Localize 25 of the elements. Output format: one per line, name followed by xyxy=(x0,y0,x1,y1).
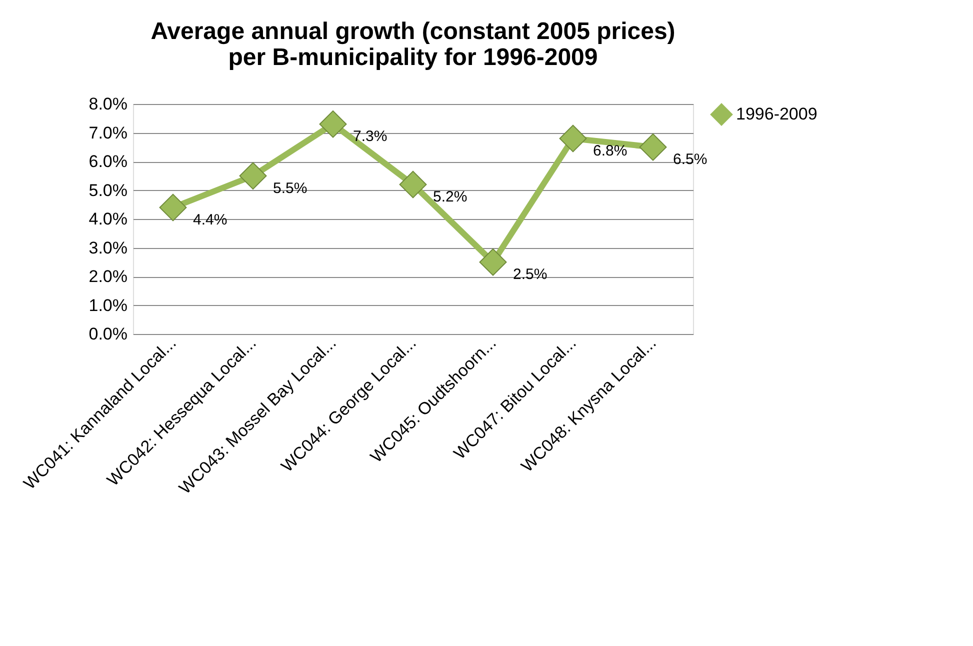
y-tick-label: 7.0% xyxy=(88,123,128,142)
data-label: 2.5% xyxy=(513,266,548,284)
point xyxy=(239,162,267,190)
data-label: 4.4% xyxy=(193,212,228,228)
data-label: 7.3% xyxy=(353,128,388,146)
y-tick-label: 0.0% xyxy=(88,324,128,344)
data-label: 6.8% xyxy=(593,142,628,160)
y-tick-label: 3.0% xyxy=(88,238,128,258)
y-tick-label: 8.0% xyxy=(88,94,128,114)
point xyxy=(399,170,427,198)
point xyxy=(639,133,667,161)
chart-title: Average annual growth (constant 2005 prices) per B-municipality for 1996-2009 xyxy=(150,18,676,71)
data-label: 6.5% xyxy=(673,151,708,168)
point xyxy=(159,194,187,222)
y-tick-label: 6.0% xyxy=(88,152,128,171)
data-label: 5.2% xyxy=(433,188,468,206)
y-tick-label: 2.0% xyxy=(88,267,128,286)
y-tick-label: 1.0% xyxy=(88,296,128,315)
y-tick-label: 4.0% xyxy=(88,210,128,228)
point xyxy=(319,110,347,138)
data-label: 5.5% xyxy=(273,180,308,197)
point xyxy=(559,124,587,152)
y-tick-label: 5.0% xyxy=(88,180,128,200)
point xyxy=(479,248,507,276)
legend-label: 1996-2009 xyxy=(736,104,818,124)
